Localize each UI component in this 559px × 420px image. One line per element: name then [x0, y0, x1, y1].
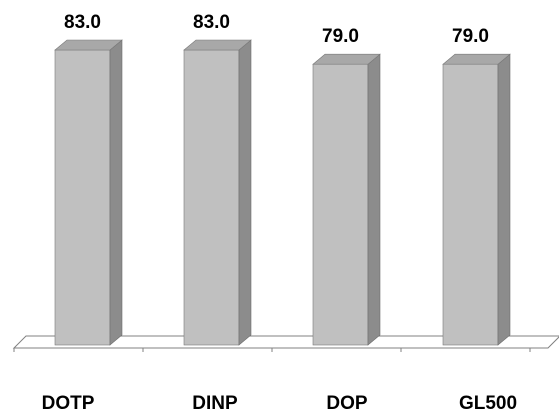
category-labels: DOTP DINP DOP GL500 [42, 393, 517, 414]
bar-top [442, 53, 511, 65]
bar-front [183, 49, 240, 346]
bar-side [238, 39, 252, 346]
chart-floor [12, 335, 559, 352]
bar-side [109, 39, 123, 346]
bar-front [54, 49, 111, 346]
bar-front [442, 63, 499, 346]
category-label: DINP [192, 393, 238, 414]
value-label: 83.0 [64, 12, 101, 33]
category-label: GL500 [459, 393, 517, 414]
bar-side [367, 53, 381, 346]
bar-front [312, 63, 369, 346]
category-label: DOP [326, 393, 368, 414]
bar-top [54, 39, 123, 51]
bar [442, 53, 511, 346]
value-labels: 83.0 83.0 79.0 79.0 [64, 12, 489, 47]
bar-side [497, 53, 511, 346]
bar [54, 39, 123, 346]
bar-top [183, 39, 252, 51]
bar-top [312, 53, 381, 65]
bar-series [54, 39, 511, 346]
floor-plane [12, 335, 559, 349]
value-label: 79.0 [452, 26, 489, 47]
value-label: 83.0 [193, 12, 230, 33]
category-label: DOTP [42, 393, 95, 414]
bar [312, 53, 381, 346]
value-label: 79.0 [322, 26, 359, 47]
bar [183, 39, 252, 346]
